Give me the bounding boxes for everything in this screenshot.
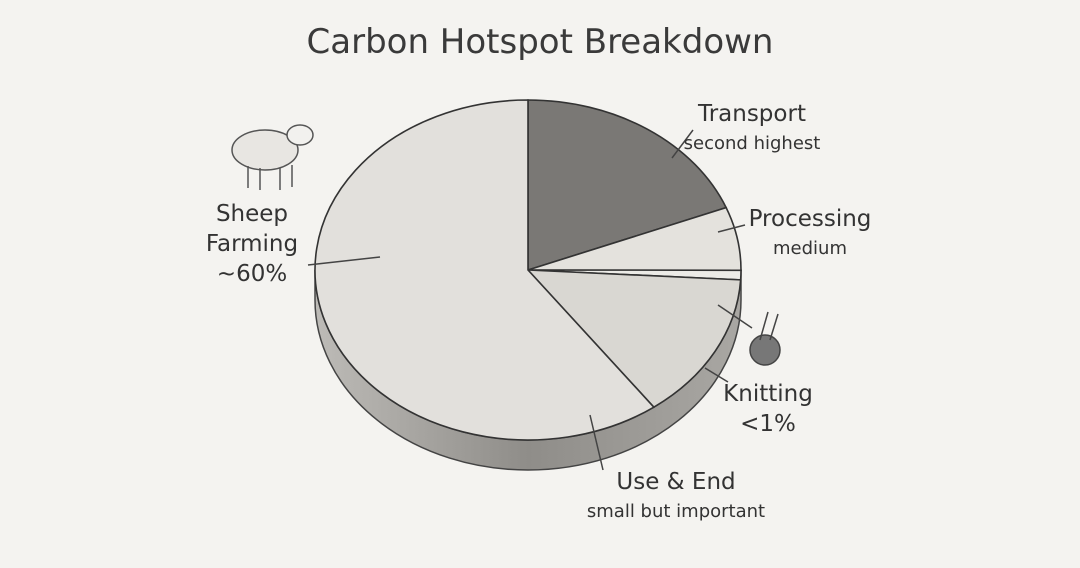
- leader-line: [704, 367, 729, 383]
- leader-line: [307, 256, 381, 266]
- pie-slice: [314, 99, 656, 441]
- leader-line: [717, 304, 753, 329]
- category-label: Knitting: [723, 381, 813, 407]
- category-label: Use & End: [616, 469, 736, 495]
- sheep-icon: [231, 124, 314, 190]
- pie-slice: [527, 99, 728, 272]
- category-label: Transport: [698, 101, 806, 127]
- value-label: <1%: [740, 411, 796, 437]
- category-label: Sheep Farming: [205, 201, 299, 257]
- value-label: ~60%: [216, 261, 288, 287]
- note-label: second highest: [683, 133, 821, 154]
- note-label: small but important: [586, 501, 766, 522]
- leader-line: [671, 129, 694, 159]
- leader-line: [589, 414, 604, 471]
- yarn-icon: [749, 311, 781, 366]
- chart-title: Carbon Hotspot Breakdown: [306, 22, 774, 62]
- category-label: Processing: [748, 206, 872, 232]
- note-label: medium: [773, 238, 847, 259]
- pie-slice: [526, 269, 742, 409]
- leader-lines: [307, 129, 753, 471]
- pie: [314, 99, 742, 471]
- leader-line: [717, 224, 746, 233]
